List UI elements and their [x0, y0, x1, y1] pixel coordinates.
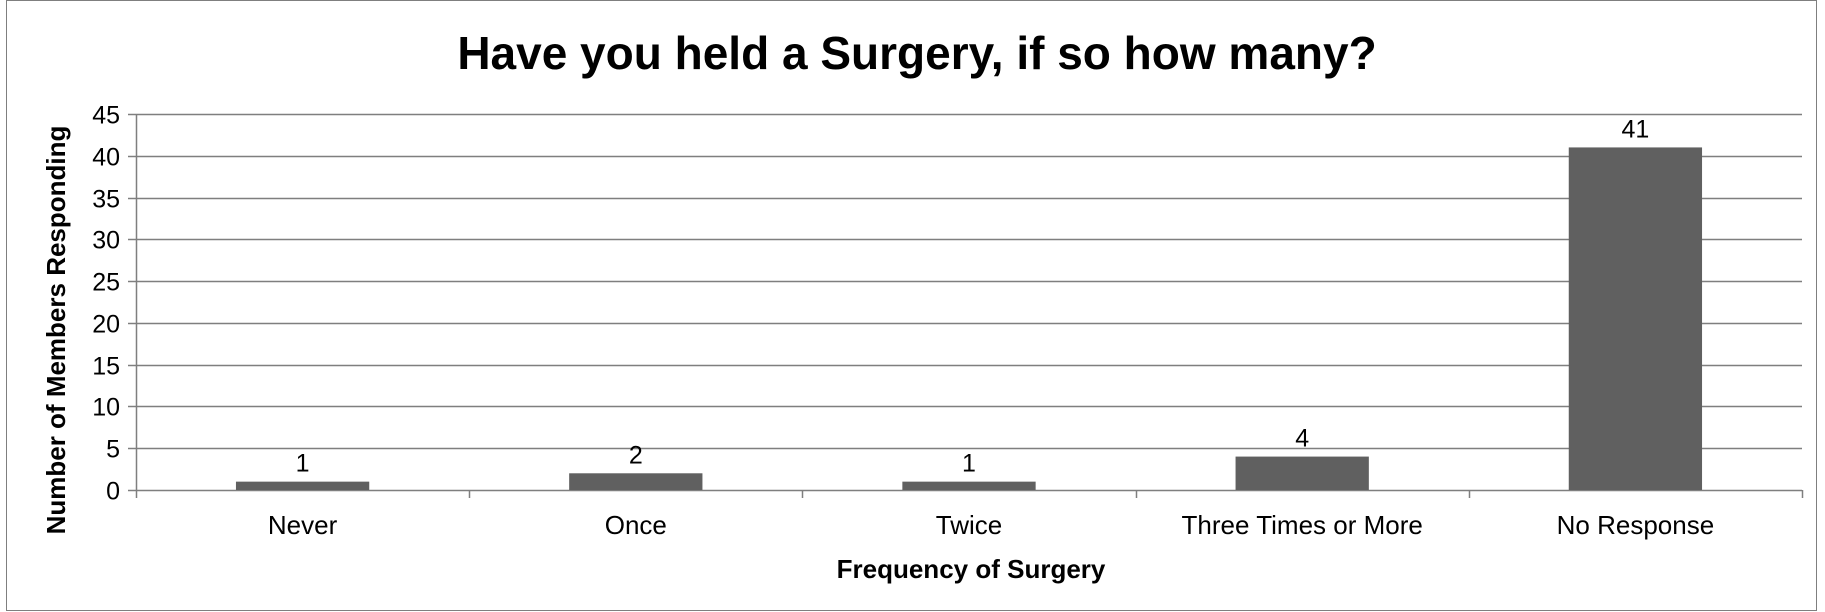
- x-axis-title: Frequency of Surgery: [837, 554, 1106, 584]
- y-tick-label: 15: [92, 353, 120, 381]
- x-category-label: Once: [605, 510, 667, 540]
- data-label: 4: [1295, 425, 1309, 453]
- data-label: 1: [296, 450, 310, 478]
- x-category-label: No Response: [1557, 510, 1715, 540]
- bar: [902, 481, 1036, 490]
- data-label: 41: [1621, 115, 1649, 143]
- bar: [1568, 147, 1703, 490]
- chart-title: Have you held a Surgery, if so how many?: [457, 27, 1376, 79]
- y-axis-title: Number of Members Responding: [41, 126, 71, 535]
- x-category-labels: Never Once Twice Three Times or More No Resp…: [268, 510, 1714, 540]
- bar: [235, 481, 370, 490]
- y-tick-label: 0: [106, 478, 120, 506]
- y-tick-label: 20: [92, 311, 120, 339]
- data-labels: 1 2 1 4 41: [296, 115, 1650, 477]
- y-tick-label: 40: [92, 144, 120, 172]
- chart-frame: [6, 0, 1817, 611]
- y-tick-label: 5: [106, 436, 120, 464]
- y-tick-label: 35: [92, 186, 120, 214]
- bars: [235, 147, 1703, 490]
- y-tick-label: 10: [92, 394, 120, 422]
- bar: [1235, 456, 1369, 490]
- y-tick-labels: 0 5 10 15 20 25 30 35 40 45: [92, 102, 120, 506]
- y-tick-label: 45: [92, 102, 120, 130]
- x-category-label: Three Times or More: [1182, 510, 1423, 540]
- bar: [569, 473, 703, 490]
- x-category-label: Twice: [936, 510, 1002, 540]
- data-label: 2: [629, 441, 643, 469]
- gridlines: [128, 113, 1804, 498]
- y-tick-label: 25: [92, 269, 120, 297]
- y-tick-label: 30: [92, 227, 120, 255]
- x-category-label: Never: [268, 510, 338, 540]
- data-label: 1: [962, 450, 976, 478]
